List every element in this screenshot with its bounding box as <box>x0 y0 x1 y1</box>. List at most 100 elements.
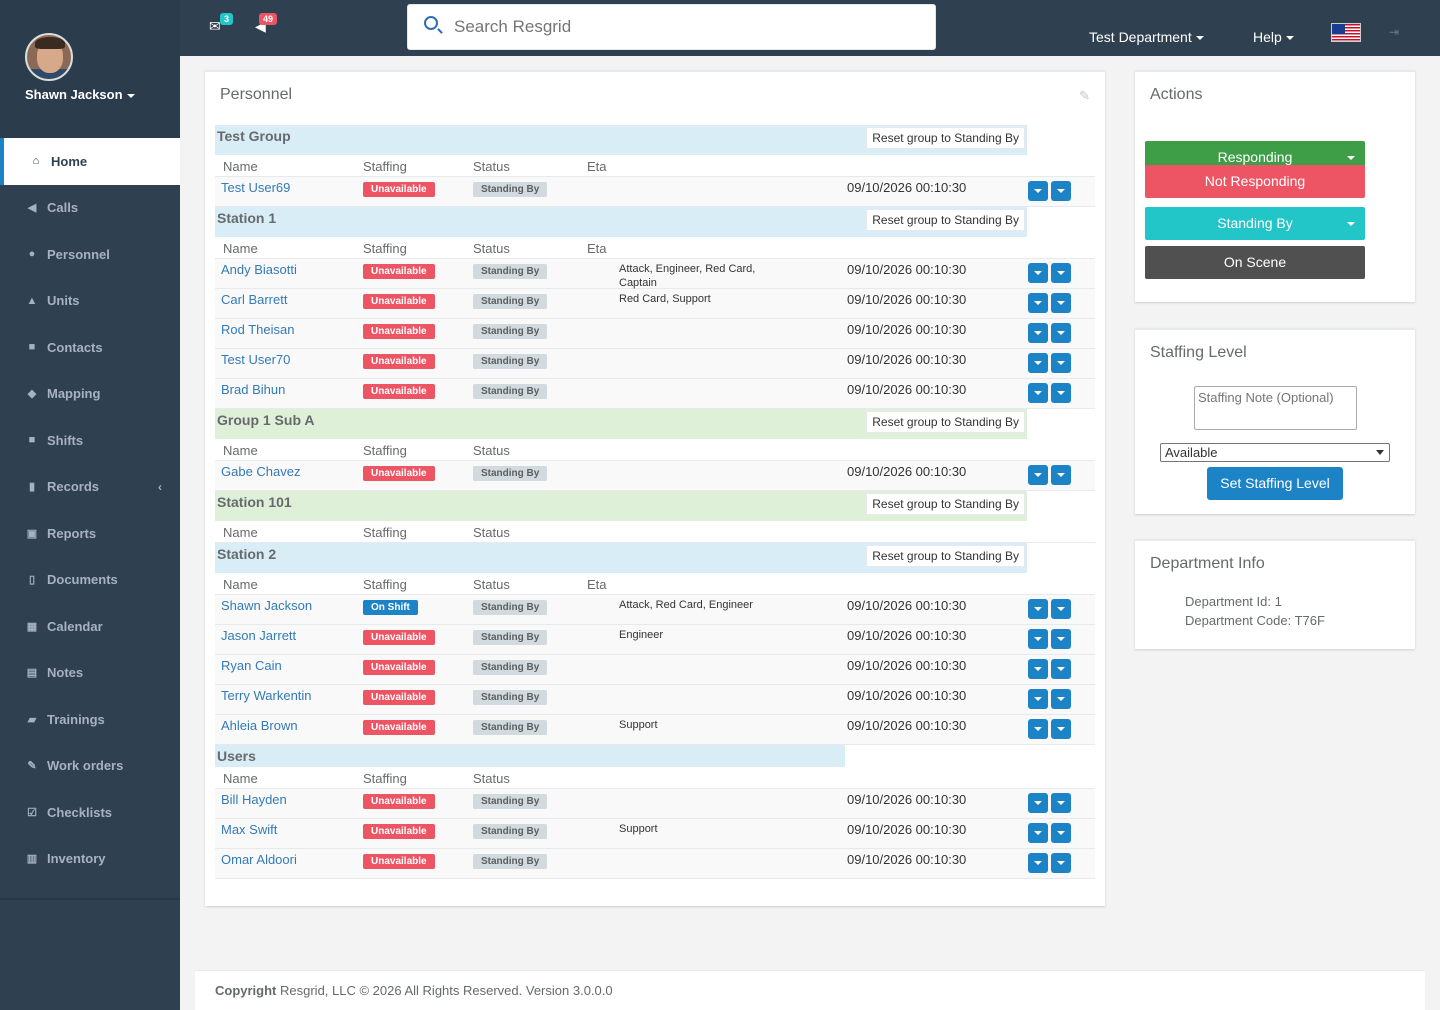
person-name-link[interactable]: Shawn Jackson <box>221 598 313 613</box>
wrench-icon[interactable]: ✎ <box>1079 88 1090 103</box>
status-dropdown-button[interactable] <box>1051 263 1071 283</box>
staffing-dropdown-button[interactable] <box>1028 181 1048 201</box>
notes-icon: ▤ <box>26 667 38 680</box>
staffing-dropdown-button[interactable] <box>1028 323 1048 343</box>
us-flag-icon[interactable] <box>1331 23 1361 42</box>
staffing-dropdown-button[interactable] <box>1028 689 1048 709</box>
sidebar-item-shifts[interactable]: ■ Shifts <box>0 417 180 464</box>
sidebar-item-label: Checklists <box>47 804 113 820</box>
staffing-dropdown-button[interactable] <box>1028 263 1048 283</box>
personnel-row: Test User70 Unavailable Standing By 09/10/2… <box>215 349 1095 379</box>
person-name-link[interactable]: Omar Aldoori <box>221 852 297 867</box>
status-dropdown-button[interactable] <box>1051 293 1071 313</box>
status-dropdown-button[interactable] <box>1051 323 1071 343</box>
person-name-link[interactable]: Carl Barrett <box>221 292 288 307</box>
staffing-dropdown-button[interactable] <box>1028 599 1048 619</box>
caret-down-icon[interactable] <box>1347 222 1355 226</box>
sidebar-item-calendar[interactable]: ▦ Calendar <box>0 603 180 650</box>
staffing-dropdown-button[interactable] <box>1028 293 1048 313</box>
set-staffing-level-button[interactable]: Set Staffing Level <box>1207 467 1343 500</box>
sidebar-item-contacts[interactable]: ■ Contacts <box>0 324 180 371</box>
status-dropdown-button[interactable] <box>1051 353 1071 373</box>
not-responding-button[interactable]: Not Responding <box>1145 165 1365 198</box>
person-name-link[interactable]: Jason Jarrett <box>221 628 297 643</box>
sidebar-item-reports[interactable]: ▣ Reports <box>0 510 180 557</box>
sidebar-item-records[interactable]: ▮ Records ‹ <box>0 464 180 511</box>
staffing-note-field[interactable] <box>1194 386 1357 430</box>
reset-group-button[interactable]: Reset group to Standing By <box>866 493 1025 515</box>
sidebar-item-mapping[interactable]: ◆ Mapping <box>0 371 180 418</box>
roles-text: Engineer <box>619 629 664 641</box>
sidebar-item-trainings[interactable]: ▰ Trainings <box>0 696 180 743</box>
person-name-link[interactable]: Test User70 <box>221 352 291 367</box>
barcode-icon: ▥ <box>26 853 38 866</box>
sidebar-item-label: Shifts <box>47 432 84 448</box>
status-badge: Standing By <box>473 794 548 809</box>
reset-group-button[interactable]: Reset group to Standing By <box>866 411 1025 433</box>
status-dropdown-button[interactable] <box>1051 689 1071 709</box>
sidebar-item-notes[interactable]: ▤ Notes <box>0 650 180 697</box>
reset-group-button[interactable]: Reset group to Standing By <box>866 209 1025 231</box>
search-input[interactable] <box>454 15 914 39</box>
staffing-dropdown-button[interactable] <box>1028 353 1048 373</box>
alerts-button[interactable]: ◀ <box>255 18 266 35</box>
status-dropdown-button[interactable] <box>1051 383 1071 403</box>
status-dropdown-button[interactable] <box>1051 599 1071 619</box>
sidebar-item-personnel[interactable]: ● Personnel <box>0 231 180 278</box>
sidebar-item-documents[interactable]: ▯ Documents <box>0 557 180 604</box>
status-dropdown-button[interactable] <box>1051 659 1071 679</box>
person-name-link[interactable]: Test User69 <box>221 180 291 195</box>
person-name-link[interactable]: Terry Warkentin <box>221 688 312 703</box>
sidebar-item-units[interactable]: ▲ Units <box>0 278 180 325</box>
status-dropdown-button[interactable] <box>1051 629 1071 649</box>
mail-button[interactable]: ✉ <box>209 18 221 35</box>
person-name-link[interactable]: Bill Hayden <box>221 792 287 807</box>
logout-icon[interactable]: ⇥ <box>1389 25 1400 39</box>
timestamp: 09/10/2026 00:10:30 <box>847 262 967 277</box>
help-dropdown[interactable]: Help <box>1253 29 1294 45</box>
staffing-dropdown-button[interactable] <box>1028 823 1048 843</box>
department-dropdown[interactable]: Test Department <box>1089 29 1204 45</box>
sidebar-item-checklists[interactable]: ☑ Checklists <box>0 789 180 836</box>
staffing-dropdown-button[interactable] <box>1028 629 1048 649</box>
status-dropdown-button[interactable] <box>1051 823 1071 843</box>
person-name-link[interactable]: Ryan Cain <box>221 658 282 673</box>
sidebar-item-work-orders[interactable]: ✎ Work orders <box>0 743 180 790</box>
personnel-row: Shawn Jackson On Shift Standing By Attack, … <box>215 595 1095 625</box>
person-name-link[interactable]: Ahleia Brown <box>221 718 298 733</box>
column-header-row: Name Staffing Status <box>215 767 1095 789</box>
person-name-link[interactable]: Gabe Chavez <box>221 464 301 479</box>
caret-down-icon[interactable] <box>1347 156 1355 160</box>
staffing-badge: Unavailable <box>363 630 435 645</box>
profile-name-dropdown[interactable]: Shawn Jackson <box>25 87 135 102</box>
on-scene-button[interactable]: On Scene <box>1145 246 1365 279</box>
status-dropdown-button[interactable] <box>1051 465 1071 485</box>
staffing-badge: Unavailable <box>363 182 435 197</box>
reset-group-button[interactable]: Reset group to Standing By <box>866 545 1025 567</box>
person-name-link[interactable]: Max Swift <box>221 822 278 837</box>
status-dropdown-button[interactable] <box>1051 793 1071 813</box>
staffing-dropdown-button[interactable] <box>1028 383 1048 403</box>
personnel-row: Gabe Chavez Unavailable Standing By 09/10/2… <box>215 461 1095 491</box>
staffing-dropdown-button[interactable] <box>1028 853 1048 873</box>
status-dropdown-button[interactable] <box>1051 181 1071 201</box>
staffing-dropdown-button[interactable] <box>1028 659 1048 679</box>
staffing-level-select[interactable]: Available <box>1160 443 1390 462</box>
staffing-dropdown-button[interactable] <box>1028 465 1048 485</box>
status-dropdown-button[interactable] <box>1051 853 1071 873</box>
status-dropdown-button[interactable] <box>1051 719 1071 739</box>
staffing-dropdown-button[interactable] <box>1028 793 1048 813</box>
standing-by-button[interactable]: Standing By <box>1145 207 1365 240</box>
sidebar-item-calls[interactable]: ◀ Calls <box>0 185 180 232</box>
staffing-panel: Staffing Level Available Set Staffing Le… <box>1135 328 1415 514</box>
search-box[interactable] <box>407 4 936 50</box>
responding-label: Responding <box>1217 149 1293 165</box>
person-name-link[interactable]: Andy Biasotti <box>221 262 297 277</box>
staffing-dropdown-button[interactable] <box>1028 719 1048 739</box>
reset-group-button[interactable]: Reset group to Standing By <box>866 127 1025 149</box>
person-name-link[interactable]: Rod Theisan <box>221 322 295 337</box>
avatar[interactable] <box>25 33 73 81</box>
sidebar-item-home[interactable]: ⌂ Home <box>0 138 180 185</box>
person-name-link[interactable]: Brad Bihun <box>221 382 286 397</box>
sidebar-item-inventory[interactable]: ▥ Inventory <box>0 836 180 883</box>
